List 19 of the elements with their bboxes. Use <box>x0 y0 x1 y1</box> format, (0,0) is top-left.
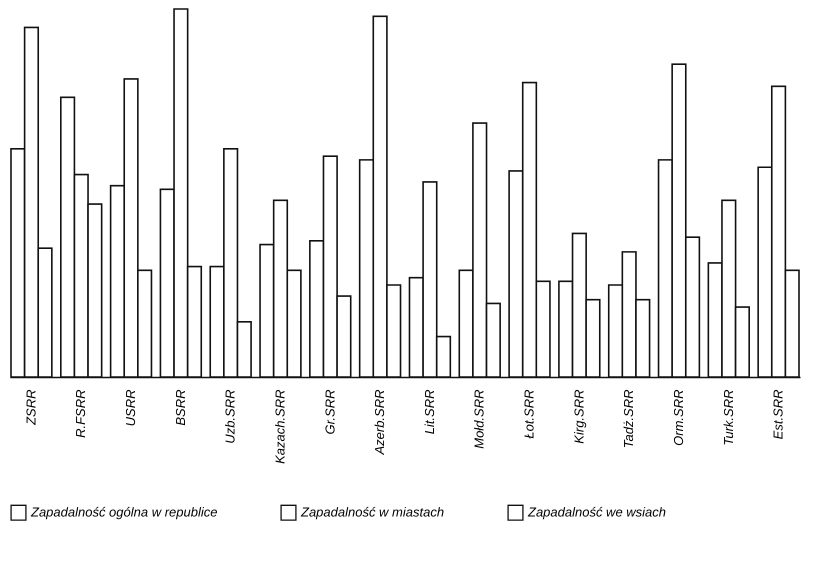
legend-label: Zapadalność w miastach <box>300 504 444 520</box>
x-tick-label: Kirg.SRR <box>571 390 586 444</box>
x-tick-label: Mołd.SRR <box>472 390 487 449</box>
x-tick-label: Uzb.SRR <box>222 390 238 444</box>
x-tick-label: R.FSRR <box>73 390 88 438</box>
x-tick-label: Gr.SRR <box>322 390 338 435</box>
x-tick-label: Lit.SRR <box>422 390 437 434</box>
x-tick-label: Tadż.SRR <box>621 390 636 448</box>
legend-label: Zapadalność ogólna w republice <box>30 504 218 520</box>
x-tick-label: Orm.SRR <box>670 390 686 446</box>
x-tick-label: Turk.SRR <box>720 390 736 446</box>
x-tick-label: ZSRR <box>23 390 38 426</box>
x-tick-label: Kazach.SRR <box>272 390 288 464</box>
x-tick-label: Est.SRR <box>770 390 786 440</box>
x-tick-label: Łot.SRR <box>522 390 537 439</box>
x-tick-label: USRR <box>123 390 138 426</box>
legend-label: Zapadalność we wsiach <box>527 504 666 520</box>
x-tick-label: BSRR <box>172 390 188 426</box>
x-tick-label: Azerb.SRR <box>372 390 388 456</box>
